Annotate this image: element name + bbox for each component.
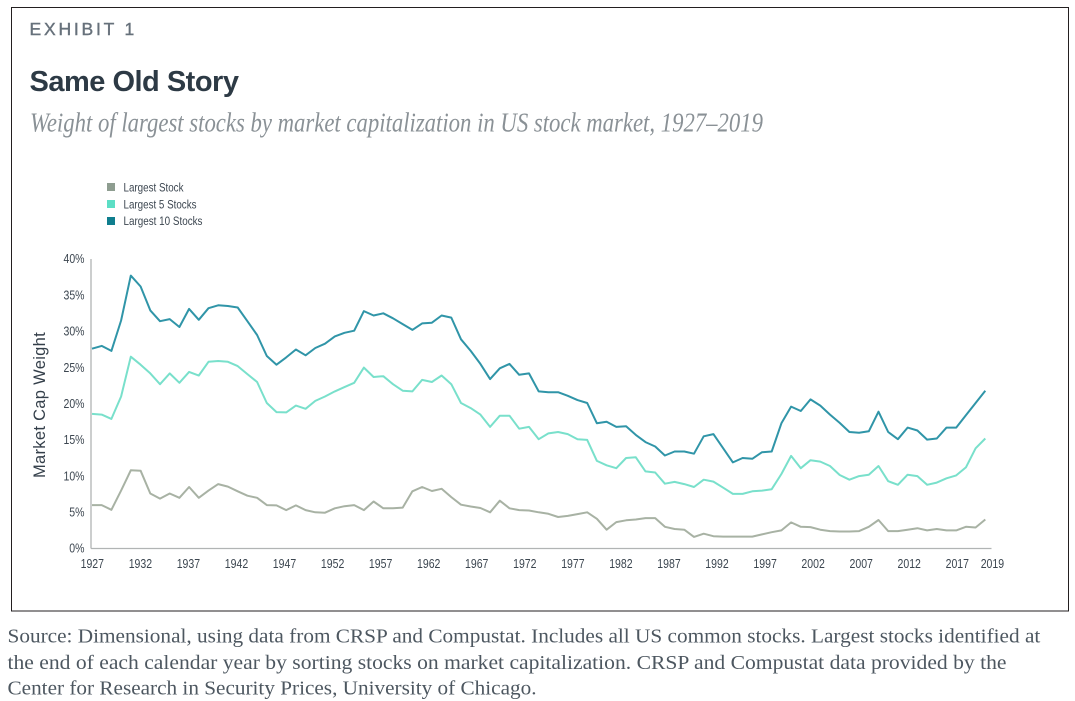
svg-text:Largest 10 Stocks: Largest 10 Stocks [124,214,203,228]
svg-text:0%: 0% [69,542,84,556]
svg-text:1997: 1997 [753,557,776,571]
svg-text:1942: 1942 [225,557,248,571]
svg-text:Weight of largest stocks by ma: Weight of largest stocks by market capit… [30,107,763,137]
svg-text:Center for Research in Securit: Center for Research in Security Prices, … [8,678,537,700]
svg-text:2017: 2017 [946,557,969,571]
svg-text:Largest Stock: Largest Stock [124,180,185,194]
svg-text:Largest 5 Stocks: Largest 5 Stocks [124,197,197,211]
svg-text:1937: 1937 [177,557,200,571]
svg-text:2019: 2019 [981,557,1004,571]
svg-text:5%: 5% [69,506,84,520]
svg-text:the end of each calendar year: the end of each calendar year by sorting… [8,652,1007,674]
svg-text:10%: 10% [64,469,85,483]
svg-text:20%: 20% [64,397,85,411]
svg-text:2012: 2012 [898,557,921,571]
svg-text:40%: 40% [64,252,85,266]
svg-text:Source: Dimensional, using dat: Source: Dimensional, using data from CRS… [8,626,1041,648]
svg-text:1977: 1977 [561,557,584,571]
svg-text:1987: 1987 [657,557,680,571]
svg-text:25%: 25% [64,361,85,375]
svg-text:1927: 1927 [81,557,104,571]
svg-text:Market Cap Weight: Market Cap Weight [31,332,49,478]
svg-text:35%: 35% [64,288,85,302]
svg-text:1947: 1947 [273,557,296,571]
svg-text:1972: 1972 [513,557,536,571]
svg-text:2007: 2007 [850,557,873,571]
svg-text:1957: 1957 [369,557,392,571]
svg-text:1932: 1932 [129,557,152,571]
svg-text:2002: 2002 [801,557,824,571]
svg-text:1967: 1967 [465,557,488,571]
svg-text:1952: 1952 [321,557,344,571]
svg-text:1982: 1982 [609,557,632,571]
svg-text:EXHIBIT 1: EXHIBIT 1 [30,19,138,39]
svg-text:15%: 15% [64,433,85,447]
svg-text:1992: 1992 [705,557,728,571]
svg-text:1962: 1962 [417,557,440,571]
svg-text:30%: 30% [64,325,85,339]
svg-text:Same Old Story: Same Old Story [30,66,239,98]
